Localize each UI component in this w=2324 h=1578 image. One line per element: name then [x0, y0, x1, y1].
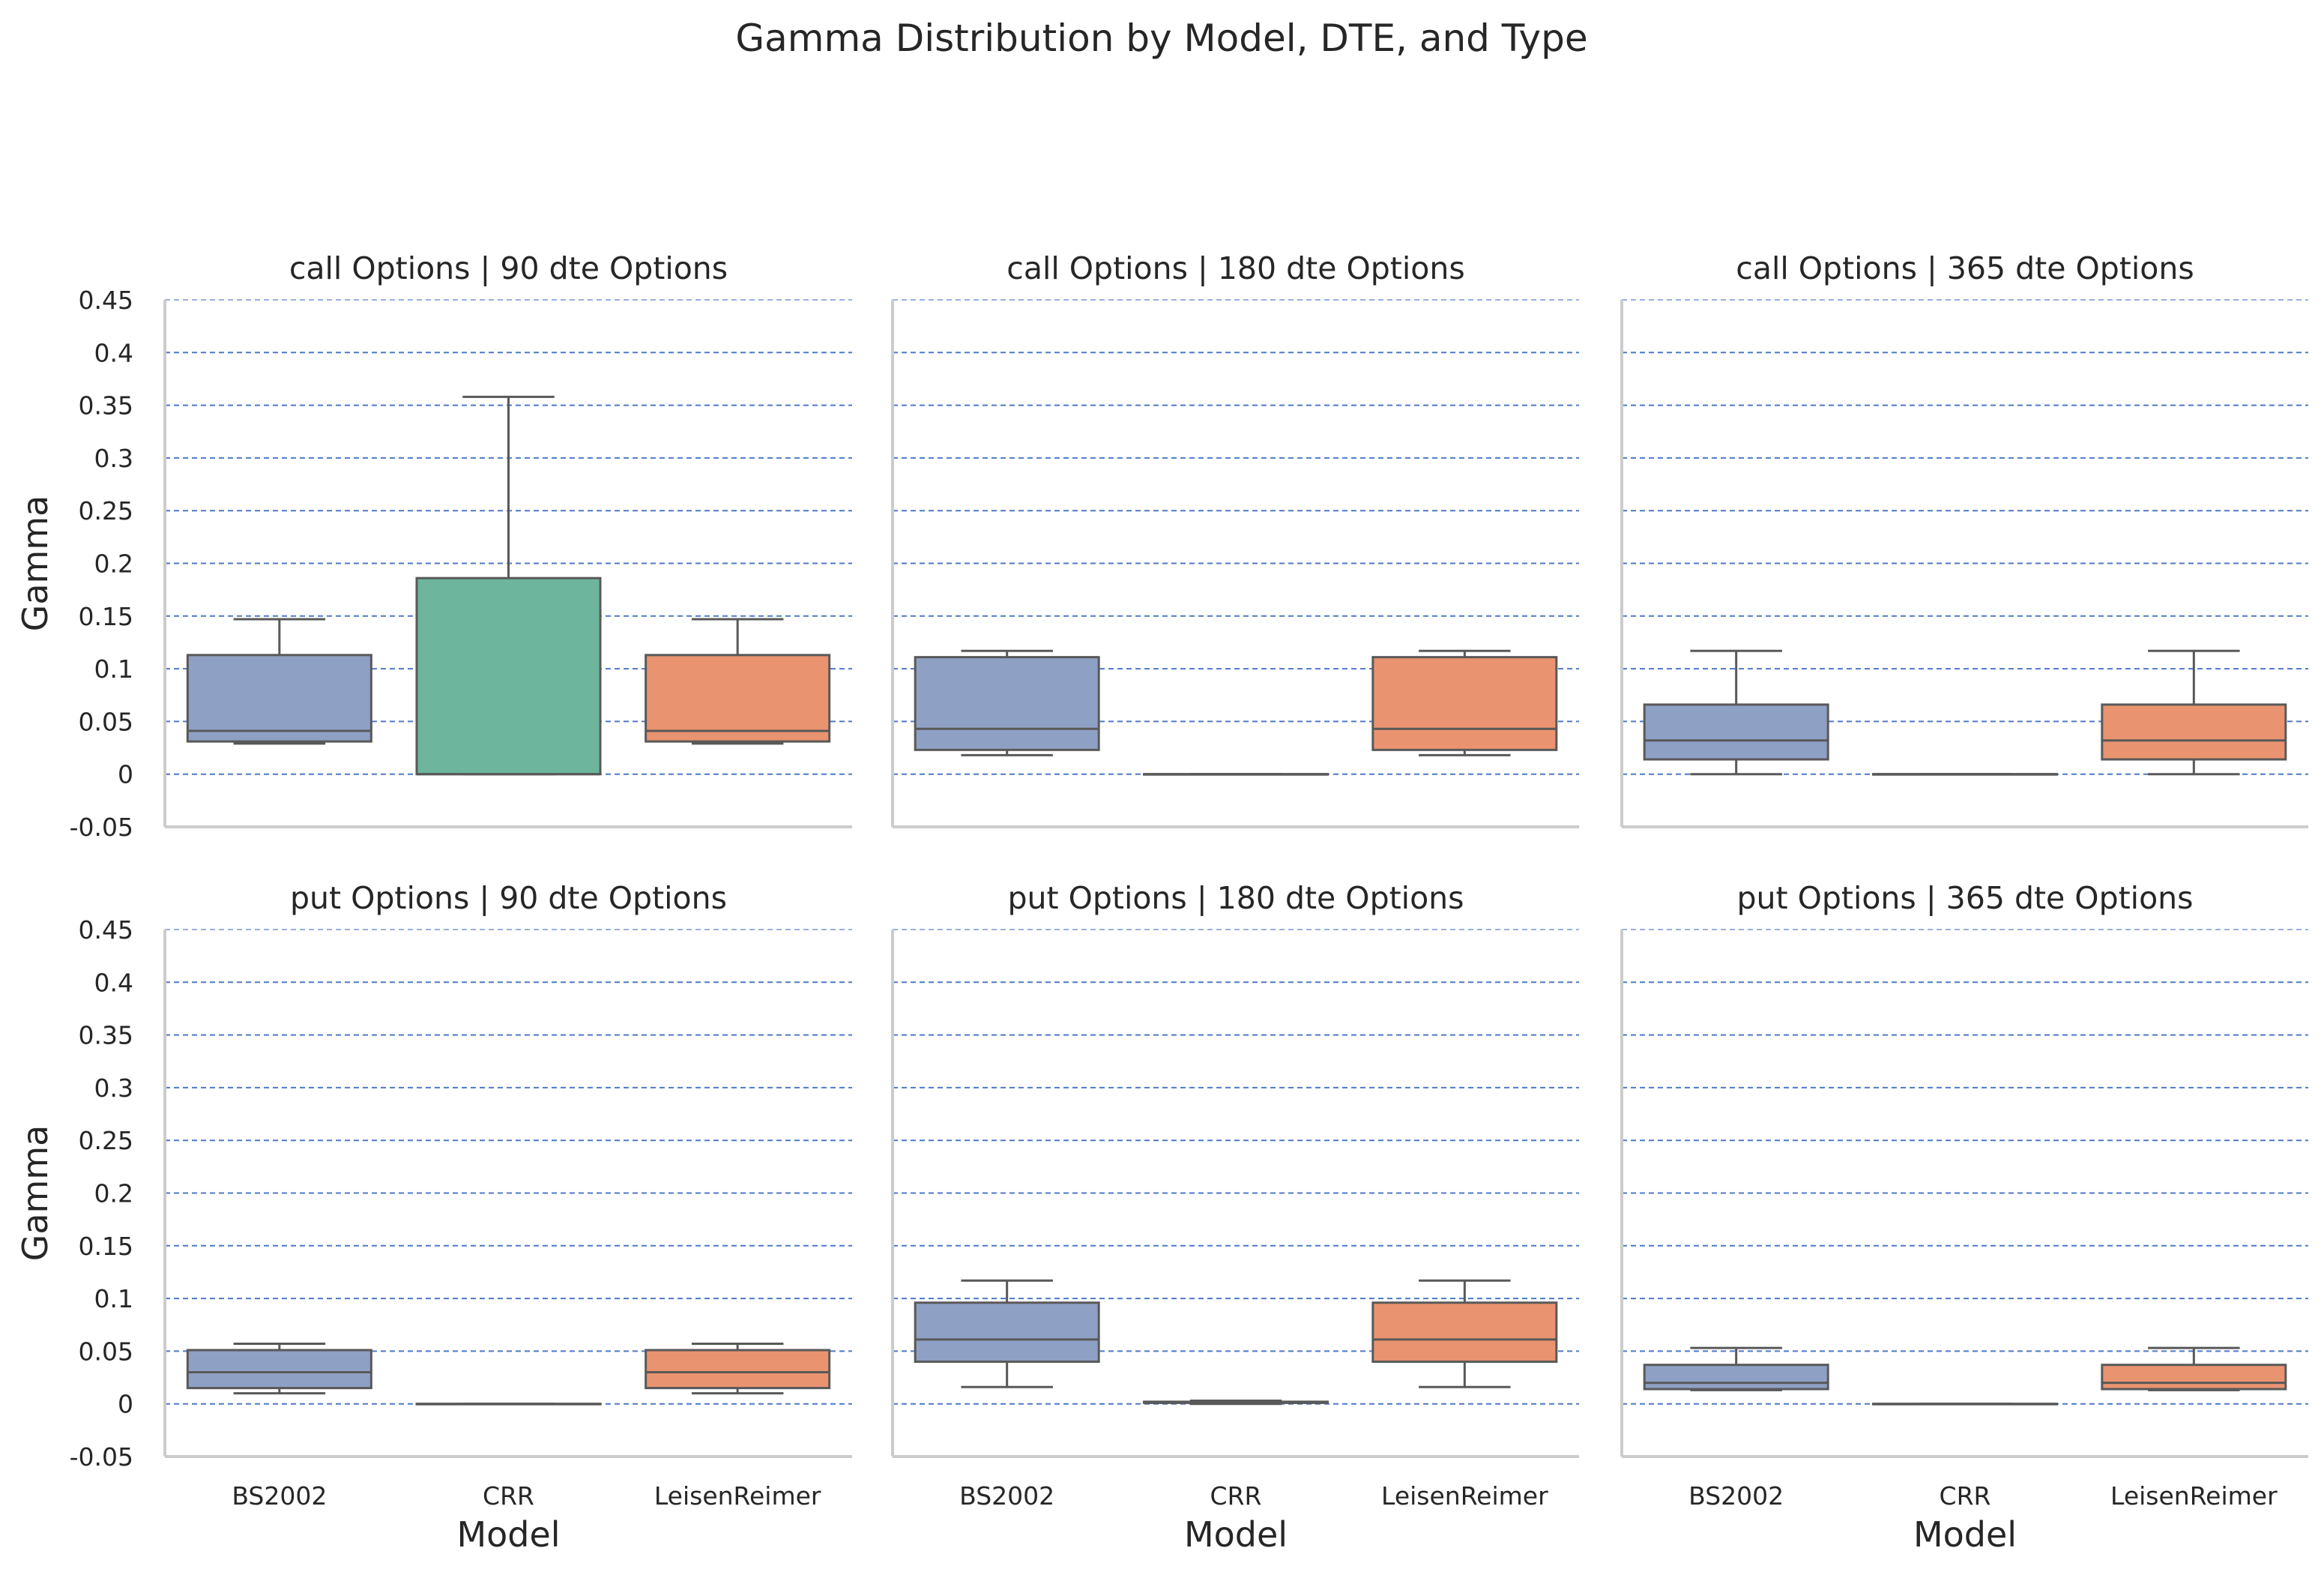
box-CRR [1143, 1399, 1329, 1406]
box-body [186, 654, 372, 743]
box-BS2002 [1643, 1346, 1829, 1391]
y-tick-label: -0.05 [70, 813, 133, 842]
box-body [1643, 1364, 1829, 1391]
y-tick-label: 0.05 [79, 1337, 133, 1366]
x-axis-label: Model [1913, 1514, 2017, 1555]
box-body [2101, 703, 2287, 761]
box-body [1643, 703, 1829, 761]
y-tick-label: 0.25 [79, 496, 133, 526]
box-body [415, 576, 602, 776]
box-CRR [1872, 773, 2058, 776]
y-tick-label: 0.25 [79, 1126, 133, 1155]
y-tick-label: 0.3 [94, 1073, 133, 1103]
box-LeisenReimer [2101, 1346, 2287, 1391]
panel-2: call Options | 180 dte Options [891, 250, 1579, 828]
y-tick-label: -0.05 [70, 1442, 133, 1472]
box-body [186, 1349, 372, 1390]
x-tick-label: LeisenReimer [654, 1481, 821, 1511]
panel-5: put Options | 180 dte Options BS2002 CRR Le… [891, 880, 1579, 1555]
box-body [914, 1301, 1100, 1363]
y-tick-label: 0 [118, 760, 133, 789]
y-tick-label: 0.45 [79, 915, 133, 945]
x-axis-label: Model [456, 1514, 560, 1555]
x-tick-label: CRR [1940, 1481, 1991, 1511]
x-tick-label: BS2002 [959, 1481, 1054, 1511]
box-BS2002 [914, 649, 1100, 756]
box-BS2002 [914, 1279, 1100, 1388]
panel-4: put Options | 90 dte Options -0.05 0 0.05 0.… [15, 880, 852, 1555]
x-tick-label: LeisenReimer [2110, 1481, 2278, 1511]
box-CRR [1872, 1403, 2058, 1406]
box-LeisenReimer [1371, 1279, 1558, 1388]
panel-1: call Options | 90 dte Options -0.05 0 0.05 0… [15, 250, 852, 842]
box-BS2002 [186, 618, 372, 745]
box-LeisenReimer [1371, 649, 1558, 756]
box-LeisenReimer [645, 618, 831, 745]
x-tick-label: BS2002 [1688, 1481, 1784, 1511]
y-tick-label: 0.35 [79, 391, 133, 421]
box-LeisenReimer [2101, 649, 2287, 776]
box-body [645, 1349, 831, 1390]
panel-title: call Options | 180 dte Options [1006, 250, 1464, 286]
y-tick-label: 0.15 [79, 602, 133, 631]
x-tick-label: LeisenReimer [1381, 1481, 1548, 1511]
panel-3: call Options | 365 dte Options [1620, 250, 2308, 828]
box-body [1371, 1301, 1558, 1363]
box-body [2101, 1364, 2287, 1391]
box-CRR [415, 395, 602, 776]
panel-6: put Options | 365 dte Options BS2002 CRR Le… [1620, 880, 2308, 1555]
panels-group: call Options | 90 dte Options -0.05 0 0.05 0… [15, 250, 2308, 1555]
x-tick-label: CRR [1210, 1481, 1262, 1511]
y-tick-label: 0.35 [79, 1021, 133, 1050]
y-tick-label: 0.15 [79, 1232, 133, 1261]
box-LeisenReimer [645, 1343, 831, 1395]
panel-title: put Options | 180 dte Options [1007, 880, 1464, 916]
box-CRR [415, 1403, 602, 1406]
box-CRR [1143, 773, 1329, 776]
y-axis-label: Gamma [15, 496, 55, 632]
x-axis-label: Model [1184, 1514, 1288, 1555]
box-body [914, 656, 1100, 751]
panel-title: call Options | 365 dte Options [1736, 250, 2194, 286]
panel-title: put Options | 90 dte Options [290, 880, 727, 916]
y-tick-label: 0.1 [94, 654, 133, 684]
box-body [645, 654, 831, 743]
panel-title: call Options | 90 dte Options [289, 250, 728, 286]
y-tick-label: 0.3 [94, 444, 133, 473]
y-tick-label: 0.4 [94, 968, 133, 997]
x-tick-label: CRR [483, 1481, 534, 1511]
figure-title: Gamma Distribution by Model, DTE, and Ty… [735, 16, 1587, 60]
box-BS2002 [186, 1343, 372, 1395]
y-tick-label: 0.45 [79, 286, 133, 315]
y-tick-label: 0.05 [79, 707, 133, 736]
y-tick-label: 0.1 [94, 1284, 133, 1313]
y-tick-label: 0.4 [94, 338, 133, 367]
panel-title: put Options | 365 dte Options [1736, 880, 2193, 916]
y-tick-label: 0.2 [94, 1179, 133, 1208]
y-tick-label: 0 [118, 1390, 133, 1419]
box-BS2002 [1643, 649, 1829, 776]
y-axis-label: Gamma [15, 1125, 55, 1262]
y-tick-label: 0.2 [94, 549, 133, 579]
x-tick-label: BS2002 [232, 1481, 327, 1511]
box-body [1371, 656, 1558, 751]
